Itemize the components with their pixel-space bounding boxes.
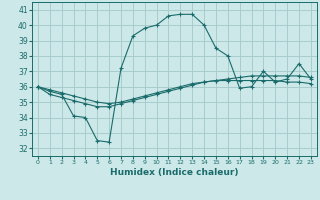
X-axis label: Humidex (Indice chaleur): Humidex (Indice chaleur): [110, 168, 239, 177]
